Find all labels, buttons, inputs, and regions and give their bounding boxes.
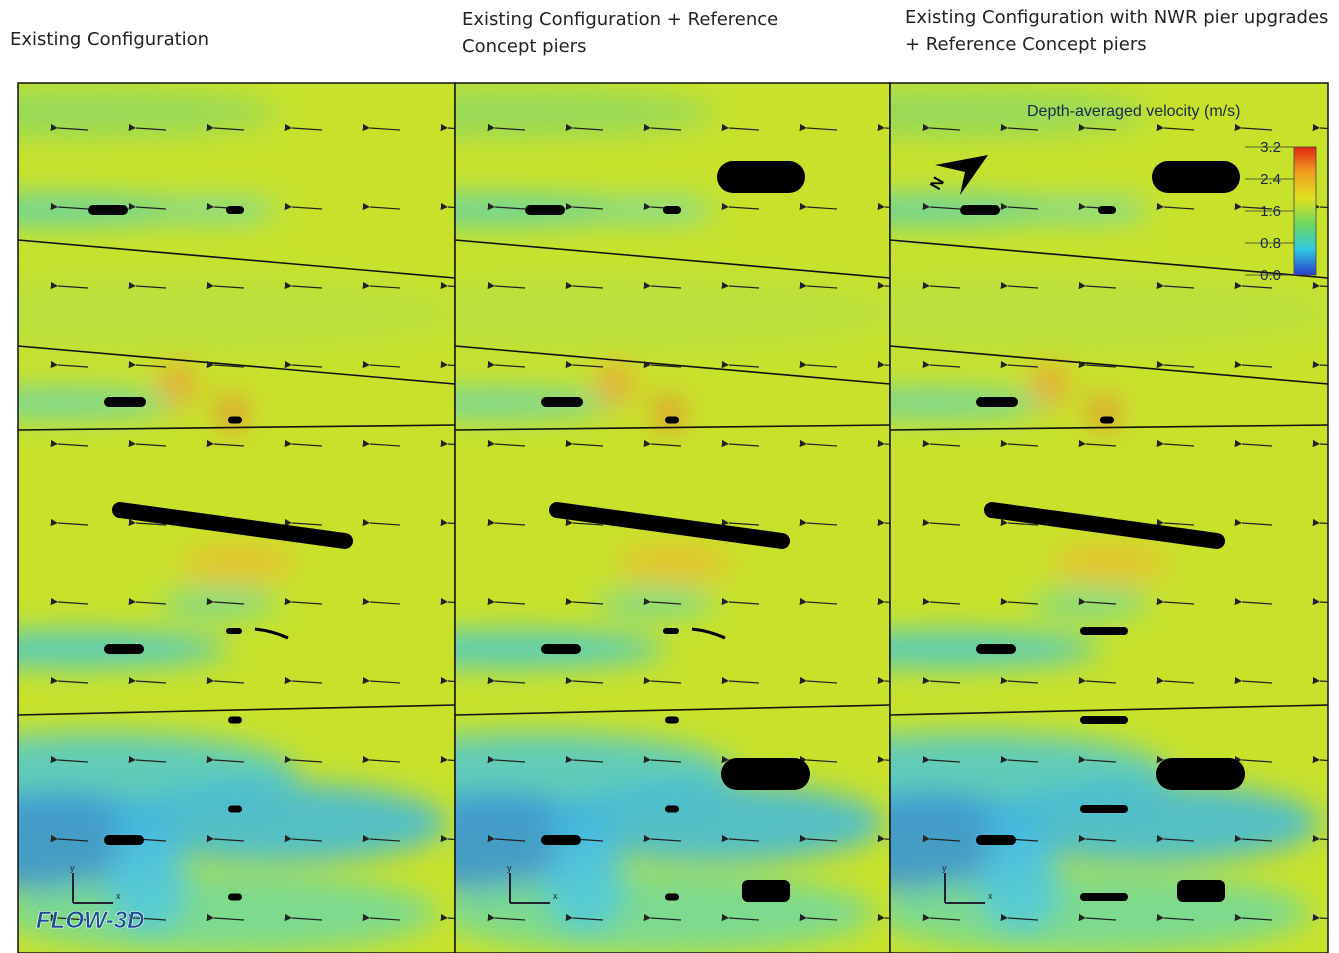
pier — [228, 717, 242, 724]
pier — [541, 644, 581, 654]
pier — [1080, 805, 1128, 813]
velocity-zone — [615, 543, 735, 583]
pier — [228, 417, 242, 424]
logo: FLOW-3D — [36, 907, 144, 934]
pier — [1177, 880, 1225, 902]
axis-label: y — [507, 863, 512, 873]
pier — [665, 717, 679, 724]
pier — [228, 806, 242, 813]
velocity-zone — [870, 873, 1310, 953]
pier — [742, 880, 790, 902]
pier — [1080, 716, 1128, 724]
colorbar-tick-label: 2.4 — [1260, 171, 1281, 188]
colorbar-tick-label: 1.6 — [1260, 203, 1281, 220]
velocity-zone — [545, 833, 625, 933]
pier — [104, 835, 144, 845]
velocity-zone — [655, 395, 683, 431]
pier — [960, 205, 1000, 215]
velocity-zone — [1030, 200, 1150, 220]
pier — [1152, 161, 1240, 193]
pier — [976, 397, 1018, 407]
velocity-zone — [158, 200, 278, 220]
colorbar-tick-label: 0.8 — [1260, 235, 1281, 252]
axis-label: x — [988, 891, 993, 901]
velocity-zone — [178, 543, 298, 583]
axis-label: x — [116, 891, 121, 901]
pier — [1098, 206, 1116, 214]
figure: yxyxyxFLOW-3DNDepth-averaged velocity (m… — [0, 0, 1339, 953]
page: Existing Configuration Existing Configur… — [0, 0, 1339, 953]
pier — [665, 417, 679, 424]
velocity-zone — [980, 833, 1060, 933]
pier — [226, 206, 244, 214]
pier — [228, 894, 242, 901]
pier — [663, 628, 679, 634]
pier — [88, 205, 128, 215]
pier — [525, 205, 565, 215]
pier — [541, 835, 581, 845]
colorbar-tick-label: 0.0 — [1260, 267, 1281, 284]
pier — [1080, 627, 1128, 635]
colorbar-tick-label: 3.2 — [1260, 139, 1281, 156]
pier — [665, 806, 679, 813]
velocity-zone — [597, 361, 633, 405]
pier — [663, 206, 681, 214]
velocity-zone — [1050, 543, 1170, 583]
pier — [1080, 893, 1128, 901]
pier — [976, 644, 1016, 654]
pier — [976, 835, 1016, 845]
velocity-zone — [158, 589, 278, 617]
velocity-zone — [1090, 395, 1118, 431]
velocity-zone — [595, 200, 715, 220]
pier — [104, 644, 144, 654]
velocity-zone — [595, 589, 715, 617]
colorbar-title: Depth-averaged velocity (m/s) — [1027, 103, 1240, 120]
pier — [541, 397, 583, 407]
pier — [721, 758, 810, 790]
pier — [717, 161, 805, 193]
flow-panel: yx — [0, 83, 478, 953]
axis-label: x — [553, 891, 558, 901]
velocity-zone — [1032, 361, 1068, 405]
velocity-zone — [435, 873, 875, 953]
pier — [226, 628, 242, 634]
pier — [1100, 417, 1114, 424]
axis-label: y — [942, 863, 947, 873]
colorbar — [1294, 147, 1316, 275]
pier — [104, 397, 146, 407]
pier — [665, 894, 679, 901]
pier — [1156, 758, 1245, 790]
velocity-zone — [160, 361, 196, 405]
velocity-zone — [218, 395, 246, 431]
axis-label: y — [70, 863, 75, 873]
velocity-zone — [1030, 589, 1150, 617]
